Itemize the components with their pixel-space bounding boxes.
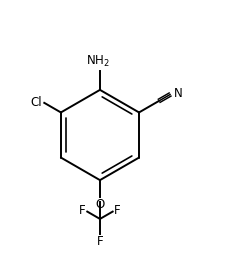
Text: NH$_2$: NH$_2$ xyxy=(86,54,110,69)
Text: F: F xyxy=(97,235,103,248)
Text: F: F xyxy=(114,204,121,217)
Text: O: O xyxy=(95,198,105,211)
Text: F: F xyxy=(79,204,86,217)
Text: Cl: Cl xyxy=(30,96,42,109)
Text: N: N xyxy=(173,87,182,100)
